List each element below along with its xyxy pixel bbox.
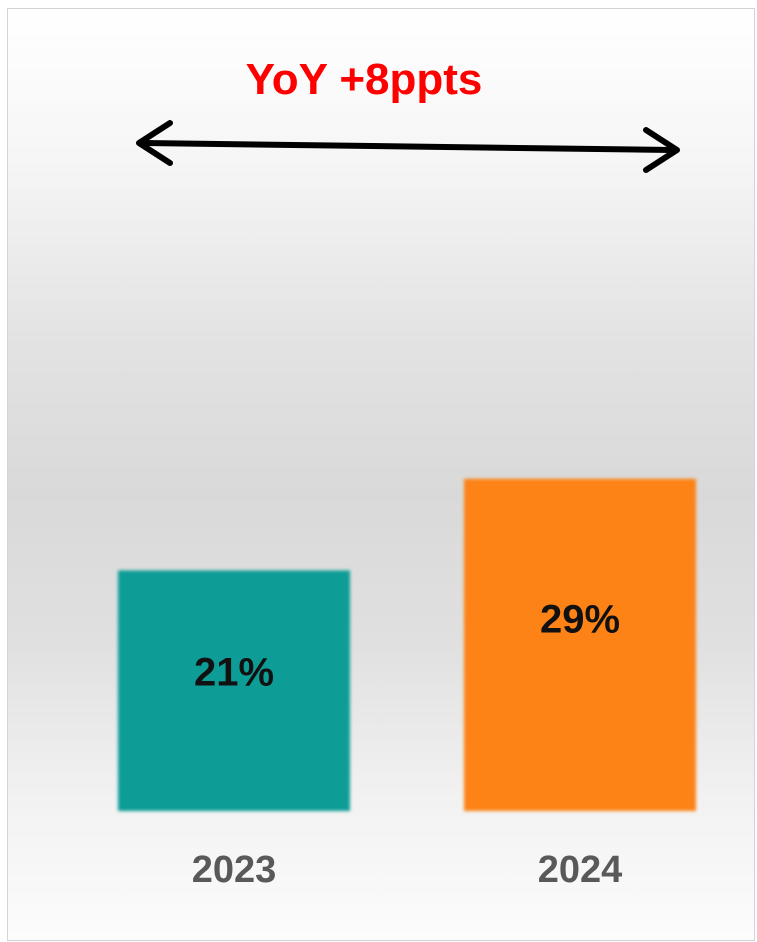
bar-2024	[464, 478, 696, 811]
chart-title: YoY +8ppts	[246, 55, 483, 104]
arrow-head-right-icon	[643, 127, 680, 173]
bar-chart: YoY +8ppts 21% 29% 2023 2024	[118, 55, 696, 891]
arrow-shaft	[141, 140, 675, 153]
category-labels: 2023 2024	[192, 849, 623, 891]
value-label-2024: 29%	[540, 597, 620, 641]
arrow-head-left-icon	[136, 120, 173, 166]
double-arrow-annotation	[136, 120, 680, 173]
value-label-2023: 21%	[194, 650, 274, 694]
bar-2023	[118, 570, 350, 811]
value-labels: 21% 29%	[194, 597, 620, 694]
category-label-2024: 2024	[538, 849, 623, 891]
bars	[118, 478, 696, 811]
category-label-2023: 2023	[192, 849, 277, 891]
chart-frame: YoY +8ppts 21% 29% 2023 2024	[7, 8, 755, 941]
